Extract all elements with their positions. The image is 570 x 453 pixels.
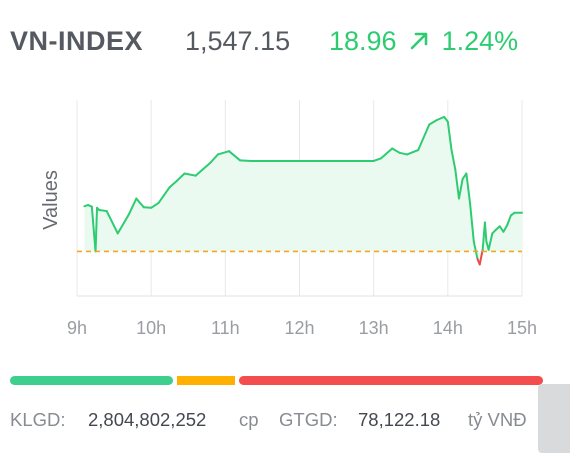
series-line-segment (417, 123, 431, 152)
series-line-segment (398, 151, 409, 156)
series-line-segment (150, 201, 160, 209)
series-line-segment (487, 232, 494, 251)
volume-value: 2,804,802,252 (88, 409, 207, 430)
series-line-segment (506, 214, 512, 227)
index-ticker: VN-INDEX (10, 26, 144, 56)
volume-label: KLGD: (10, 409, 66, 430)
value-unit: tỷ VNĐ (468, 409, 527, 430)
series-line-segment (194, 161, 212, 177)
series-line-segment (98, 208, 108, 213)
area-fill (84, 116, 523, 265)
x-tick-label: 10h (136, 318, 166, 338)
index-header: VN-INDEX 1,547.15 18.96 1.24% (10, 26, 570, 62)
series-line-segment (391, 147, 401, 154)
side-tab[interactable] (538, 384, 570, 453)
index-change-value: 18.96 (329, 26, 397, 56)
x-tick-label: 11h (211, 318, 240, 338)
value-label: GTGD: (279, 409, 338, 430)
series-line-segment (168, 179, 179, 189)
index-change: 18.96 1.24% (329, 26, 518, 59)
series-line-segment (483, 221, 488, 243)
x-tick-label: 14h (433, 318, 463, 338)
series-line-segment (406, 149, 420, 156)
series-line-segment (446, 120, 453, 152)
x-tick-label: 9h (67, 318, 87, 338)
series-line-segment (228, 150, 242, 162)
series-line-segment (183, 172, 197, 177)
series-line-segment (216, 150, 231, 156)
series-line-segment (457, 177, 464, 200)
arrow-up-right-icon (408, 28, 430, 59)
trading-summary: KLGD: 2,804,802,252 cp GTGD: 78,122.18 t… (10, 409, 550, 433)
series-line-segment (450, 149, 457, 171)
series-line-segment (94, 206, 99, 253)
series-line-segment (372, 157, 383, 162)
market-breadth-bar (10, 376, 543, 385)
value-value: 78,122.18 (358, 409, 441, 430)
index-change-percent: 1.24% (441, 26, 519, 56)
series-line-segment (454, 168, 460, 200)
series-line-segment (469, 202, 475, 243)
series-line-segment (135, 197, 145, 209)
series-line-segment (157, 186, 171, 204)
series-line-segment (435, 115, 446, 122)
series-line-segment (127, 197, 138, 216)
advancers-segment (10, 376, 173, 385)
series-line-segment (465, 172, 472, 205)
series-line-segment (472, 240, 479, 260)
series-line-segment (176, 172, 186, 182)
series-line-segment (105, 210, 119, 235)
decliners-segment (238, 376, 543, 385)
series-line-segment (443, 115, 449, 123)
series-line-segment (428, 119, 438, 126)
series-line-segment (239, 159, 253, 162)
index-price: 1,547.15 (185, 26, 291, 56)
series-line-segment (116, 213, 130, 235)
x-tick-label: 12h (284, 318, 314, 338)
y-axis-label: Values (40, 170, 62, 230)
series-line-segment (142, 206, 153, 209)
volume-unit: cp (239, 409, 259, 430)
x-tick-label: 13h (359, 318, 389, 338)
series-line-segment (380, 147, 394, 160)
x-tick-label: 15h (507, 318, 537, 338)
series-line-segment (502, 224, 509, 233)
unchanged-segment (176, 376, 235, 385)
series-line-segment (209, 153, 219, 164)
intraday-chart: 9h 10h 11h 12h 13h 14h 15h Values (40, 100, 537, 338)
